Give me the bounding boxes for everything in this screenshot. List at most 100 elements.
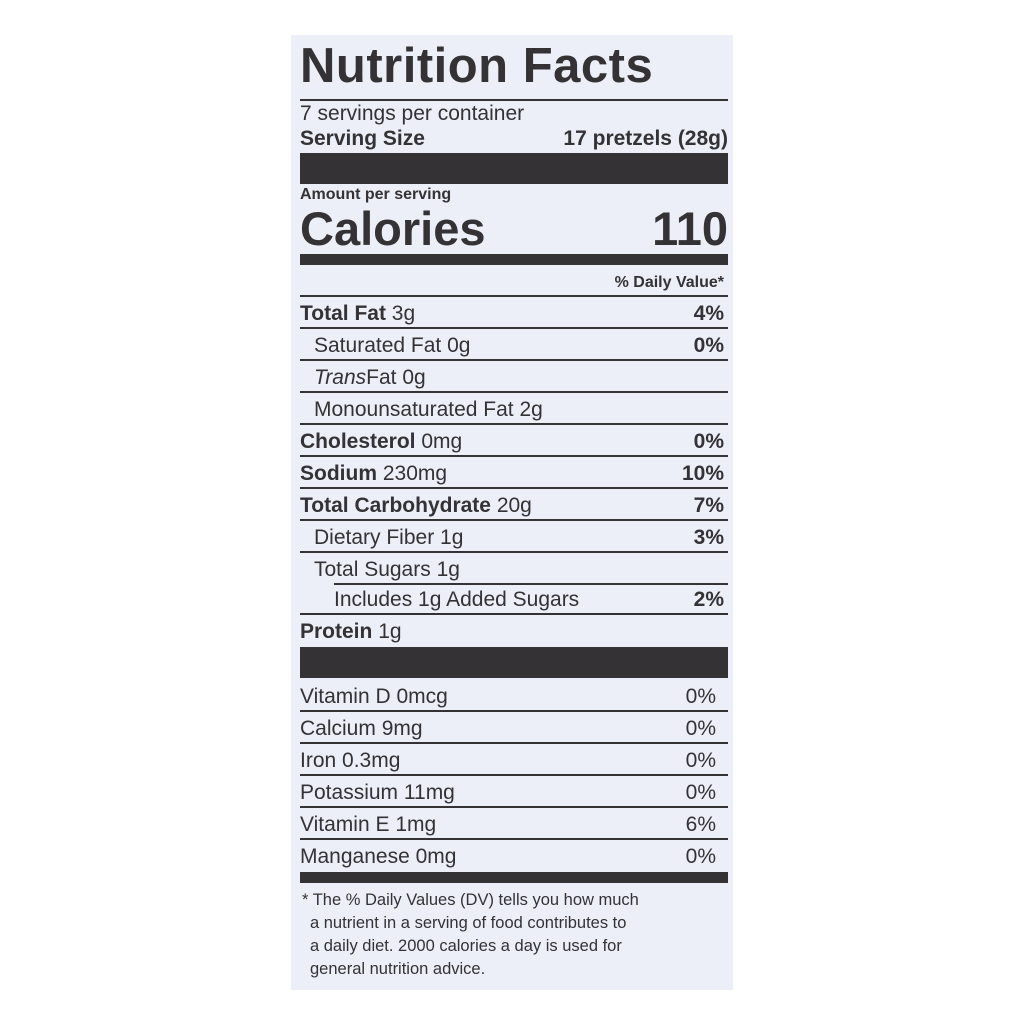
nutrient-label: Protein 1g (300, 619, 402, 645)
vitamin-label: Vitamin D 0mcg (300, 684, 448, 710)
vitamin-amount: 0.3mg (342, 749, 401, 772)
nutrient-name: Includes 1g Added Sugars (334, 588, 580, 611)
thick-divider (300, 647, 728, 678)
nutrient-name: Protein (300, 620, 373, 643)
nutrient-amount: 0g (402, 366, 426, 389)
vitamin-row: Vitamin E 1mg 6% (300, 806, 728, 838)
vitamin-label: Potassium 11mg (300, 780, 455, 806)
nutrient-name: Total Fat (300, 302, 386, 325)
label-title: Nutrition Facts (300, 39, 654, 93)
footnote-line: * The % Daily Values (DV) tells you how … (302, 891, 639, 909)
nutrient-row: Total Carbohydrate 20g 7% (300, 487, 728, 519)
serving-size-label: Serving Size (300, 127, 425, 150)
nutrient-name: Total Sugars (314, 558, 431, 581)
vitamin-row: Vitamin D 0mcg 0% (300, 678, 728, 710)
serving-size: Serving Size 17 pretzels (28g) (300, 125, 728, 153)
calories-label: Calories (300, 202, 486, 255)
nutrient-label: Dietary Fiber 1g (300, 525, 463, 551)
daily-value-percent: 0% (693, 430, 724, 453)
daily-value-percent: 3% (693, 526, 724, 549)
vitamin-amount: 0mcg (396, 685, 448, 708)
nutrient-label: Total Fat 3g (300, 301, 415, 327)
nutrient-amount: 1g (378, 620, 402, 643)
nutrient-amount: 2g (519, 398, 543, 421)
footnote-line: a daily diet. 2000 calories a day is use… (310, 937, 622, 955)
vitamin-name: Iron (300, 749, 337, 772)
vitamin-label: Vitamin E 1mg (300, 812, 436, 838)
nutrient-row: Sodium 230mg 10% (300, 455, 728, 487)
nutrient-row: TransFat 0g (300, 359, 728, 391)
nutrient-row: Saturated Fat 0g 0% (300, 327, 728, 359)
nutrient-amount: 20g (496, 494, 532, 517)
daily-value-percent: 0% (693, 334, 724, 357)
nutrient-name: Trans (314, 366, 367, 389)
vitamin-label: Manganese 0mg (300, 844, 456, 870)
footnote-line: general nutrition advice. (310, 960, 486, 978)
nutrient-row: Monounsaturated Fat 2g (300, 391, 728, 423)
vitamin-row: Calcium 9mg 0% (300, 710, 728, 742)
vitamin-row: Potassium 11mg 0% (300, 774, 728, 806)
vitamin-amount: 9mg (381, 717, 423, 740)
footnote-line: a nutrient in a serving of food contribu… (310, 914, 627, 932)
footnote: * The % Daily Values (DV) tells you how … (300, 883, 728, 981)
daily-value-percent: 0% (685, 717, 716, 740)
vitamin-name: Manganese (300, 845, 410, 868)
daily-value-percent: 0% (685, 781, 716, 804)
nutrient-amount: 1g (436, 558, 460, 581)
nutrient-label: Includes 1g Added Sugars (300, 587, 579, 613)
nutrient-row: Protein 1g (300, 613, 728, 645)
calories: Calories 110 (300, 204, 728, 254)
nutrient-amount: 0mg (421, 430, 463, 453)
daily-value-percent: 2% (693, 588, 724, 611)
nutrient-amount: 3g (391, 302, 416, 325)
nutrient-row: Dietary Fiber 1g 3% (300, 519, 728, 551)
daily-value-percent: 10% (681, 462, 724, 485)
nutrient-row: Total Fat 3g 4% (300, 295, 728, 327)
vitamin-name: Potassium (300, 781, 399, 804)
vitamin-amount: 1mg (395, 813, 437, 836)
nutrient-label: Sodium 230mg (300, 461, 447, 487)
nutrient-name-suffix: Fat (366, 366, 397, 389)
nutrient-label: Saturated Fat 0g (300, 333, 470, 359)
vitamin-name: Calcium (300, 717, 376, 740)
nutrient-name: Sodium (300, 462, 377, 485)
nutrient-row: Total Sugars 1g (300, 551, 728, 583)
vitamin-amount: 11mg (403, 781, 455, 804)
nutrient-amount: 0g (447, 334, 471, 357)
nutrient-label: Monounsaturated Fat 2g (300, 397, 543, 423)
nutrient-label: Cholesterol 0mg (300, 429, 462, 455)
daily-value-header: % Daily Value* (614, 274, 724, 291)
nutrient-name: Total Carbohydrate (300, 494, 491, 517)
daily-value-percent: 6% (685, 813, 716, 836)
vitamin-name: Vitamin E (300, 813, 390, 836)
vitamin-name: Vitamin D (300, 685, 391, 708)
vitamin-label: Calcium 9mg (300, 716, 423, 742)
serving-size-value: 17 pretzels (28g) (563, 127, 728, 150)
daily-value-percent: 7% (693, 494, 724, 517)
servings-per-container: 7 servings per container (300, 102, 525, 125)
nutrient-row: Cholesterol 0mg 0% (300, 423, 728, 455)
nutrient-name: Dietary Fiber (314, 526, 435, 549)
medium-divider (300, 254, 728, 265)
nutrient-label: Total Carbohydrate 20g (300, 493, 532, 519)
divider (300, 99, 728, 101)
nutrient-amount: 1g (440, 526, 464, 549)
vitamin-row: Iron 0.3mg 0% (300, 742, 728, 774)
nutrition-facts-label: Nutrition Facts 7 servings per container… (291, 35, 733, 990)
nutrient-label: TransFat 0g (300, 365, 426, 391)
calories-value: 110 (652, 202, 728, 255)
vitamin-label: Iron 0.3mg (300, 748, 400, 774)
daily-value-percent: 4% (693, 302, 724, 325)
nutrient-name: Cholesterol (300, 430, 416, 453)
nutrient-name: Saturated Fat (314, 334, 442, 357)
amount-per-serving: Amount per serving (300, 186, 452, 203)
thick-divider (300, 153, 728, 184)
nutrient-name: Monounsaturated Fat (314, 398, 514, 421)
vitamin-amount: 0mg (415, 845, 457, 868)
vitamin-row: Manganese 0mg 0% (300, 838, 728, 870)
daily-value-percent: 0% (685, 749, 716, 772)
nutrient-label: Total Sugars 1g (300, 557, 460, 583)
medium-divider (300, 872, 728, 883)
daily-value-percent: 0% (685, 685, 716, 708)
daily-value-percent: 0% (685, 845, 716, 868)
